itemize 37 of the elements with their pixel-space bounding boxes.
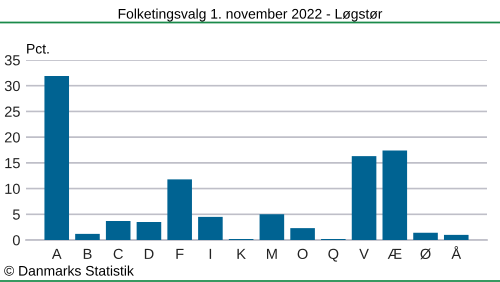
y-tick-label: 10 (5, 184, 20, 194)
x-tick-label: Q (328, 248, 338, 262)
bar (136, 222, 162, 240)
x-tick-label: C (114, 248, 123, 260)
bar (198, 216, 223, 240)
bar (382, 150, 408, 240)
x-tick-label: M (266, 248, 277, 259)
x-tick-label: Æ (388, 248, 402, 259)
y-tick-label: 30 (4, 80, 20, 92)
x-tick-label: K (237, 248, 246, 259)
bar (444, 234, 469, 240)
bar (167, 179, 192, 240)
y-tick-label: 25 (4, 106, 20, 117)
x-tick-label: O (298, 248, 308, 260)
x-tick-label: D (144, 248, 154, 259)
y-axis-title: Pct. (27, 44, 49, 54)
bar (352, 156, 376, 240)
bar (106, 220, 130, 240)
chart-title: Folketingsvalg 1. november 2022 - Løgstør (118, 8, 382, 22)
x-tick-label: F (176, 248, 184, 259)
x-tick-label: A (52, 248, 62, 259)
bar (75, 234, 100, 240)
x-tick-label: I (210, 248, 212, 259)
y-tick-label: 15 (5, 158, 20, 168)
bar (260, 214, 284, 240)
bar (413, 232, 438, 240)
y-tick-label: 0 (12, 235, 20, 246)
y-tick-label: 5 (12, 210, 20, 220)
y-tick-label: 20 (4, 132, 20, 143)
bar (44, 76, 70, 240)
x-tick-label: B (84, 248, 92, 259)
text: © Danmarks Statistik (4, 266, 134, 276)
y-tick-label: 35 (4, 55, 20, 66)
x-tick-label: Å (451, 246, 462, 259)
x-tick-label: V (359, 248, 369, 259)
x-tick-label: Ø (420, 248, 431, 260)
bar (290, 228, 315, 240)
